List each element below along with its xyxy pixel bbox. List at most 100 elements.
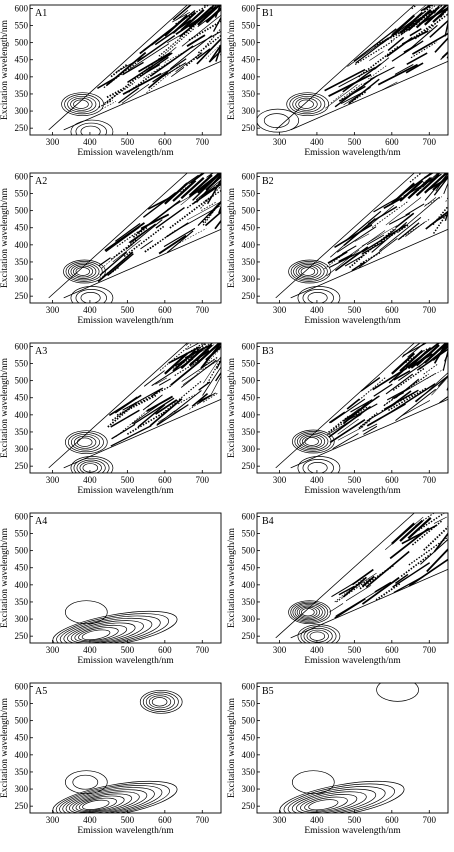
scatter-stroke <box>149 398 183 427</box>
scatter-stroke <box>432 210 448 234</box>
y-tick-label: 500 <box>242 546 256 556</box>
y-tick-label: 300 <box>242 614 256 624</box>
y-tick-label: 450 <box>15 733 29 743</box>
scatter-stroke <box>129 223 156 244</box>
contour-ring <box>65 789 148 813</box>
y-tick-label: 300 <box>15 274 29 284</box>
contour-ring <box>75 289 107 303</box>
y-tick-label: 300 <box>242 444 256 454</box>
y-tick-label: 450 <box>242 733 256 743</box>
contour-ring <box>72 774 99 790</box>
plot-frame <box>256 4 449 136</box>
scatter-stroke <box>445 144 451 159</box>
scatter-stroke <box>345 585 372 602</box>
scatter-stroke <box>433 516 447 524</box>
scatter-stroke <box>197 34 221 54</box>
x-tick-label: 700 <box>196 305 210 315</box>
scatter-stroke <box>142 191 177 218</box>
scatter-stroke <box>112 239 142 263</box>
x-tick-label: 300 <box>46 475 60 485</box>
contour-ring <box>297 286 341 303</box>
scatter-stroke <box>338 83 363 102</box>
x-tick-label: 500 <box>121 815 135 825</box>
x-axis-label: Emission wavelength/nm <box>304 486 401 496</box>
y-tick-label: 500 <box>15 376 29 386</box>
scatter-band <box>197 343 221 364</box>
contour-ring <box>65 261 103 282</box>
scatter-stroke <box>179 6 216 38</box>
y-tick-label: 250 <box>242 291 256 301</box>
contour-ring <box>263 113 290 128</box>
scatter-stroke <box>202 200 221 226</box>
scatter-stroke <box>215 371 221 382</box>
y-axis-label: Excitation wavelength/nm <box>0 187 10 288</box>
scatter-stroke <box>146 395 174 412</box>
scatter-stroke <box>198 381 211 391</box>
contour-ring <box>75 795 125 812</box>
scatter-stroke <box>413 23 434 39</box>
contour-ring <box>55 783 170 813</box>
x-axis-label: Emission wavelength/nm <box>77 148 174 158</box>
scatter-band <box>172 349 197 372</box>
x-tick-label: 600 <box>385 645 399 655</box>
x-tick-label: 300 <box>46 305 60 315</box>
scatter-stroke <box>439 395 448 404</box>
scatter-stroke <box>358 418 372 430</box>
y-axis-label: Excitation wavelength/nm <box>227 357 237 458</box>
panel-label: B1 <box>262 8 274 19</box>
scatter-upper-edge <box>275 5 415 131</box>
scatter-stroke <box>210 375 221 397</box>
scatter-stroke <box>327 251 348 264</box>
scatter-stroke <box>332 433 359 450</box>
scatter-stroke <box>328 415 350 434</box>
y-tick-label: 600 <box>15 171 29 181</box>
scatter-stroke <box>336 577 371 603</box>
scatter-stroke <box>423 363 439 375</box>
scatter-band <box>399 519 424 542</box>
y-tick-label: 350 <box>15 257 29 267</box>
scatter-stroke <box>156 69 171 77</box>
contour-layer <box>52 600 178 643</box>
y-tick-label: 450 <box>242 55 256 65</box>
contour-ring <box>63 617 153 643</box>
y-axis-label: Excitation wavelength/nm <box>0 357 10 458</box>
scatter-stroke <box>110 409 140 428</box>
scatter-stroke <box>380 224 409 243</box>
contour-ring <box>59 615 161 643</box>
scatter-band <box>180 8 205 32</box>
scatter-stroke <box>400 552 433 577</box>
scatter-stroke <box>188 20 221 41</box>
contour-ring <box>291 770 335 795</box>
x-tick-label: 600 <box>158 645 172 655</box>
y-tick-label: 600 <box>242 341 256 351</box>
y-tick-label: 400 <box>242 240 256 250</box>
contour-ring <box>304 437 319 446</box>
x-tick-label: 500 <box>348 475 362 485</box>
scatter-stroke <box>127 67 162 93</box>
scatter-stroke <box>445 154 451 170</box>
plot-frame <box>29 682 222 814</box>
x-axis-label: Emission wavelength/nm <box>77 656 174 666</box>
scatter-stroke <box>342 63 382 93</box>
contour-ring <box>304 796 348 812</box>
x-tick-label: 300 <box>46 645 60 655</box>
scatter-band <box>188 174 213 197</box>
scatter-stroke <box>212 16 221 32</box>
contour-ring <box>288 600 331 625</box>
scatter-stroke <box>177 394 195 405</box>
contour-ring <box>296 605 321 619</box>
scatter-stroke <box>407 343 426 358</box>
scatter-stroke <box>214 149 225 171</box>
scatter-stroke <box>363 425 378 435</box>
y-tick-label: 600 <box>15 681 29 691</box>
scatter-stroke <box>169 35 213 70</box>
contour-ring <box>306 629 329 643</box>
panel-label: A2 <box>35 176 47 187</box>
scatter-stroke <box>391 383 436 413</box>
scatter-stroke <box>181 359 215 382</box>
y-tick-label: 550 <box>15 189 29 199</box>
contour-ring <box>291 429 335 454</box>
y-tick-label: 450 <box>15 393 29 403</box>
scatter-stroke <box>361 576 400 605</box>
contour-ring <box>64 770 108 795</box>
